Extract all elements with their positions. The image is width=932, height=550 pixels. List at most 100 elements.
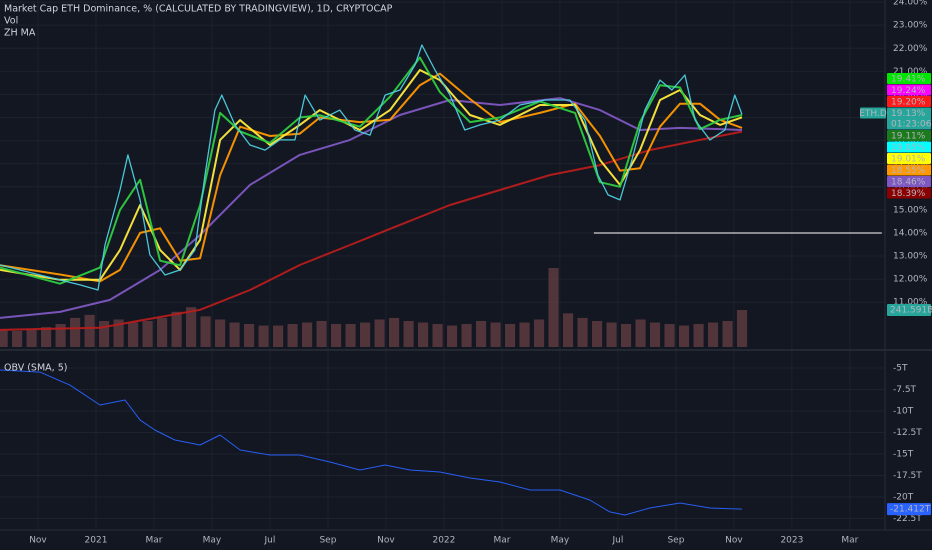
volume-bar [533,319,545,347]
x-tick-label: May [551,536,570,546]
volume-bar [432,324,443,347]
chart-title: Market Cap ETH Dominance, % (CALCULATED … [4,4,393,15]
price-label-box [887,176,931,187]
symbol-label: ETH.D [859,109,887,119]
price-label: 19.13% [891,109,926,119]
y-tick-label: 12.00% [893,275,928,285]
x-tick-label: Jul [612,536,624,546]
volume-bar [490,322,501,347]
volume-bar [215,319,226,347]
series-line [0,130,743,331]
y-tick-label: 24.00% [893,0,928,8]
x-tick-label: Mar [841,536,858,546]
x-tick-label: Mar [493,536,510,546]
price-label: 19.41% [891,74,926,84]
y-tick-label: -20T [893,492,914,502]
volume-bar [620,324,632,347]
y-tick-label: -7.5T [893,385,917,395]
volume-bar [519,322,530,347]
volume-bar [446,325,458,347]
volume-bar [171,311,182,347]
volume-bar [84,314,95,347]
volume-bar [186,307,197,347]
price-label: 19.01% [891,154,926,164]
x-tick-label: Nov [29,536,47,546]
marks [0,44,882,516]
volume-bar [287,324,298,347]
volume-bar [113,319,124,347]
x-tick-label: May [203,536,222,546]
y-tick-label: 13.00% [893,252,928,262]
volume-bar [70,317,81,347]
volume-bar [678,325,690,347]
price-label-box [887,73,931,84]
y-tick-label: 17.00% [893,159,928,169]
y-tick-label: -12.5T [893,428,922,438]
volume-bar [41,327,52,347]
volume-bar [258,325,269,347]
volume-bar [649,322,661,347]
y-tick-label: -5T [893,364,908,374]
last-value-label: 241.591B [890,306,932,316]
x-tick-label: Mar [145,536,162,546]
volume-bar [591,320,603,347]
volume-bar [577,317,588,347]
price-label-box [887,107,931,130]
volume-title: Vol [4,16,18,27]
series-line [0,369,743,516]
price-label: 18.46% [891,177,926,187]
price-label-box [887,130,931,141]
ma-title: ZH MA [4,28,36,39]
volume-bar [374,319,385,347]
volume-bar [736,310,748,347]
last-value-box [887,304,931,317]
series-line [0,97,743,319]
series-line [0,44,743,291]
y-tick-label: 14.00% [893,228,928,238]
x-tick-label: 2023 [780,536,803,546]
volume-bar [12,330,23,347]
y-tick-label: 16.00% [893,182,928,192]
volume-bar [461,324,472,347]
labels: Nov 2021 Mar May Jul Sep Nov 2022 Mar May Jul Sep No… [29,0,932,546]
grid [0,0,885,530]
price-label: 19.20% [891,97,926,107]
x-tick-label: Jul [264,536,276,546]
volume-bar [142,320,153,347]
volume-bar [200,316,211,347]
y-tick-label: -17.5T [893,471,922,481]
x-tick-label: Nov [725,536,743,546]
price-label-box [887,164,931,176]
volume-bar [388,317,400,347]
volume-bar [722,320,733,347]
volume-bar [99,320,110,347]
volume-bar [26,328,37,347]
x-tick-label: Nov [377,536,395,546]
volume-bar [417,322,429,347]
symbol-box [860,107,886,119]
y-tick-label: 22.00% [893,44,928,54]
volume-bar [55,324,66,347]
volume-bar [562,313,574,347]
volume-bar [273,325,284,347]
volume-bar [693,324,704,347]
price-label-box [887,141,931,153]
volume-bar [664,324,675,347]
price-label-box [887,187,931,199]
volume-bar [316,320,327,347]
y-tick-label: 18.00% [893,136,928,146]
y-tick-label: 21.00% [893,67,928,77]
price-label: 19.11% [891,131,926,141]
last-value-box [887,503,931,516]
x-tick-label: Sep [667,536,684,546]
volume-bar [707,322,719,347]
y-tick-label: 23.00% [893,21,928,31]
countdown-label: 01:23:06 [891,120,932,130]
y-tick-label: 11.00% [893,298,928,308]
volume-bar [331,324,342,347]
price-label: 19.05% [891,143,926,153]
volume-bar [229,322,240,347]
x-tick-label: 2021 [85,536,108,546]
